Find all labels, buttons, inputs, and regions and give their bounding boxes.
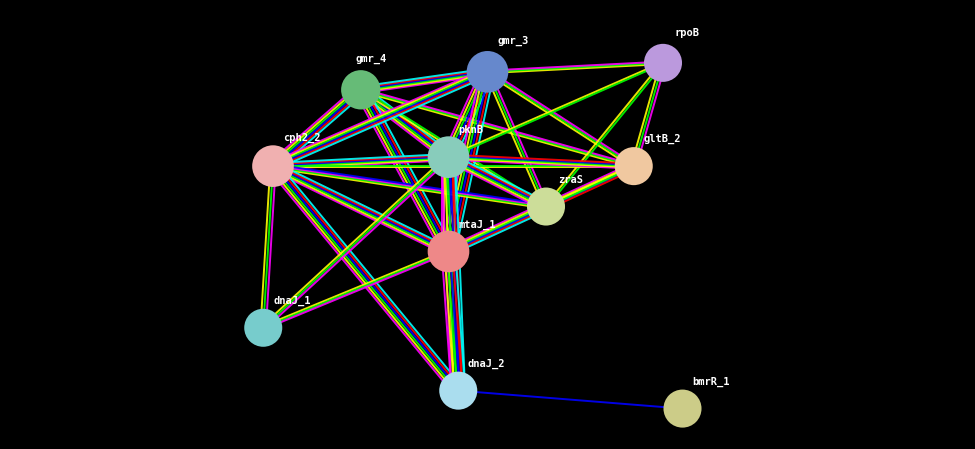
- Point: [480, 68, 495, 75]
- Text: gmr_3: gmr_3: [497, 35, 528, 46]
- Point: [353, 86, 369, 93]
- Text: gmr_4: gmr_4: [356, 53, 387, 64]
- Text: rpoB: rpoB: [675, 28, 700, 38]
- Point: [441, 154, 456, 161]
- Point: [255, 324, 271, 331]
- Point: [626, 163, 642, 170]
- Text: gltB_2: gltB_2: [644, 133, 681, 144]
- Point: [450, 387, 466, 394]
- Text: dnaJ_1: dnaJ_1: [273, 296, 310, 306]
- Text: zraS: zraS: [558, 175, 583, 185]
- Point: [655, 59, 671, 66]
- Point: [265, 163, 281, 170]
- Text: pknB: pknB: [458, 125, 484, 135]
- Point: [441, 248, 456, 255]
- Text: cph2_2: cph2_2: [283, 132, 320, 143]
- Point: [675, 405, 690, 412]
- Point: [538, 203, 554, 210]
- Text: mtaJ_1: mtaJ_1: [458, 220, 495, 230]
- Text: dnaJ_2: dnaJ_2: [468, 359, 505, 369]
- Text: bmrR_1: bmrR_1: [692, 377, 729, 387]
